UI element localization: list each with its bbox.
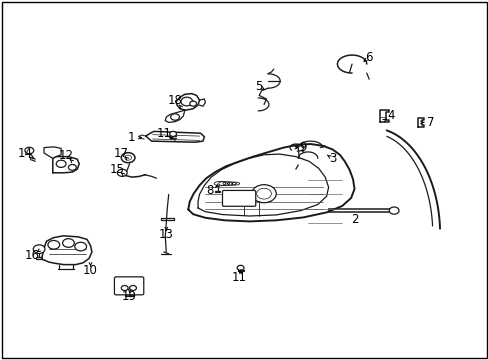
Text: 13: 13 — [159, 228, 173, 241]
Circle shape — [25, 147, 34, 154]
Text: 10: 10 — [83, 264, 98, 277]
Text: 8: 8 — [206, 184, 214, 197]
Circle shape — [129, 285, 136, 291]
Text: 12: 12 — [59, 149, 73, 162]
Circle shape — [121, 285, 128, 291]
Text: 19: 19 — [122, 291, 137, 303]
Circle shape — [388, 207, 398, 214]
Text: 4: 4 — [386, 109, 394, 122]
Text: 15: 15 — [110, 163, 124, 176]
Circle shape — [181, 97, 192, 106]
Circle shape — [237, 265, 244, 270]
Text: 16: 16 — [24, 249, 39, 262]
Circle shape — [48, 240, 60, 249]
FancyBboxPatch shape — [222, 190, 255, 206]
Circle shape — [68, 165, 76, 170]
Circle shape — [169, 131, 176, 136]
Text: 11: 11 — [232, 271, 246, 284]
Text: 6: 6 — [365, 51, 372, 64]
Text: 2: 2 — [350, 213, 358, 226]
Circle shape — [251, 185, 276, 203]
Text: 9: 9 — [299, 141, 306, 154]
Text: 1: 1 — [127, 131, 135, 144]
Circle shape — [121, 153, 135, 163]
Circle shape — [33, 245, 45, 253]
Circle shape — [256, 188, 271, 199]
Circle shape — [170, 114, 179, 120]
Text: 14: 14 — [18, 147, 33, 159]
Circle shape — [62, 239, 74, 247]
Text: 18: 18 — [167, 94, 182, 107]
FancyBboxPatch shape — [114, 277, 143, 295]
Text: 17: 17 — [114, 147, 128, 159]
Text: 3: 3 — [328, 152, 336, 165]
Circle shape — [189, 101, 196, 106]
Circle shape — [117, 169, 127, 176]
Circle shape — [75, 242, 86, 251]
Text: 11: 11 — [156, 127, 171, 140]
Circle shape — [124, 155, 131, 160]
Text: 5: 5 — [255, 80, 263, 93]
Text: 7: 7 — [426, 116, 433, 129]
Circle shape — [56, 160, 66, 167]
